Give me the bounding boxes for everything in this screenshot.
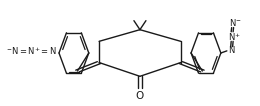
Text: N: N [228,46,235,55]
Text: O: O [136,91,144,101]
Text: $^{-}$N$=$N$^{+}$$=$N: $^{-}$N$=$N$^{+}$$=$N [6,46,57,57]
Text: N$^{-}$: N$^{-}$ [229,17,241,28]
Text: N$^{+}$: N$^{+}$ [228,31,241,43]
